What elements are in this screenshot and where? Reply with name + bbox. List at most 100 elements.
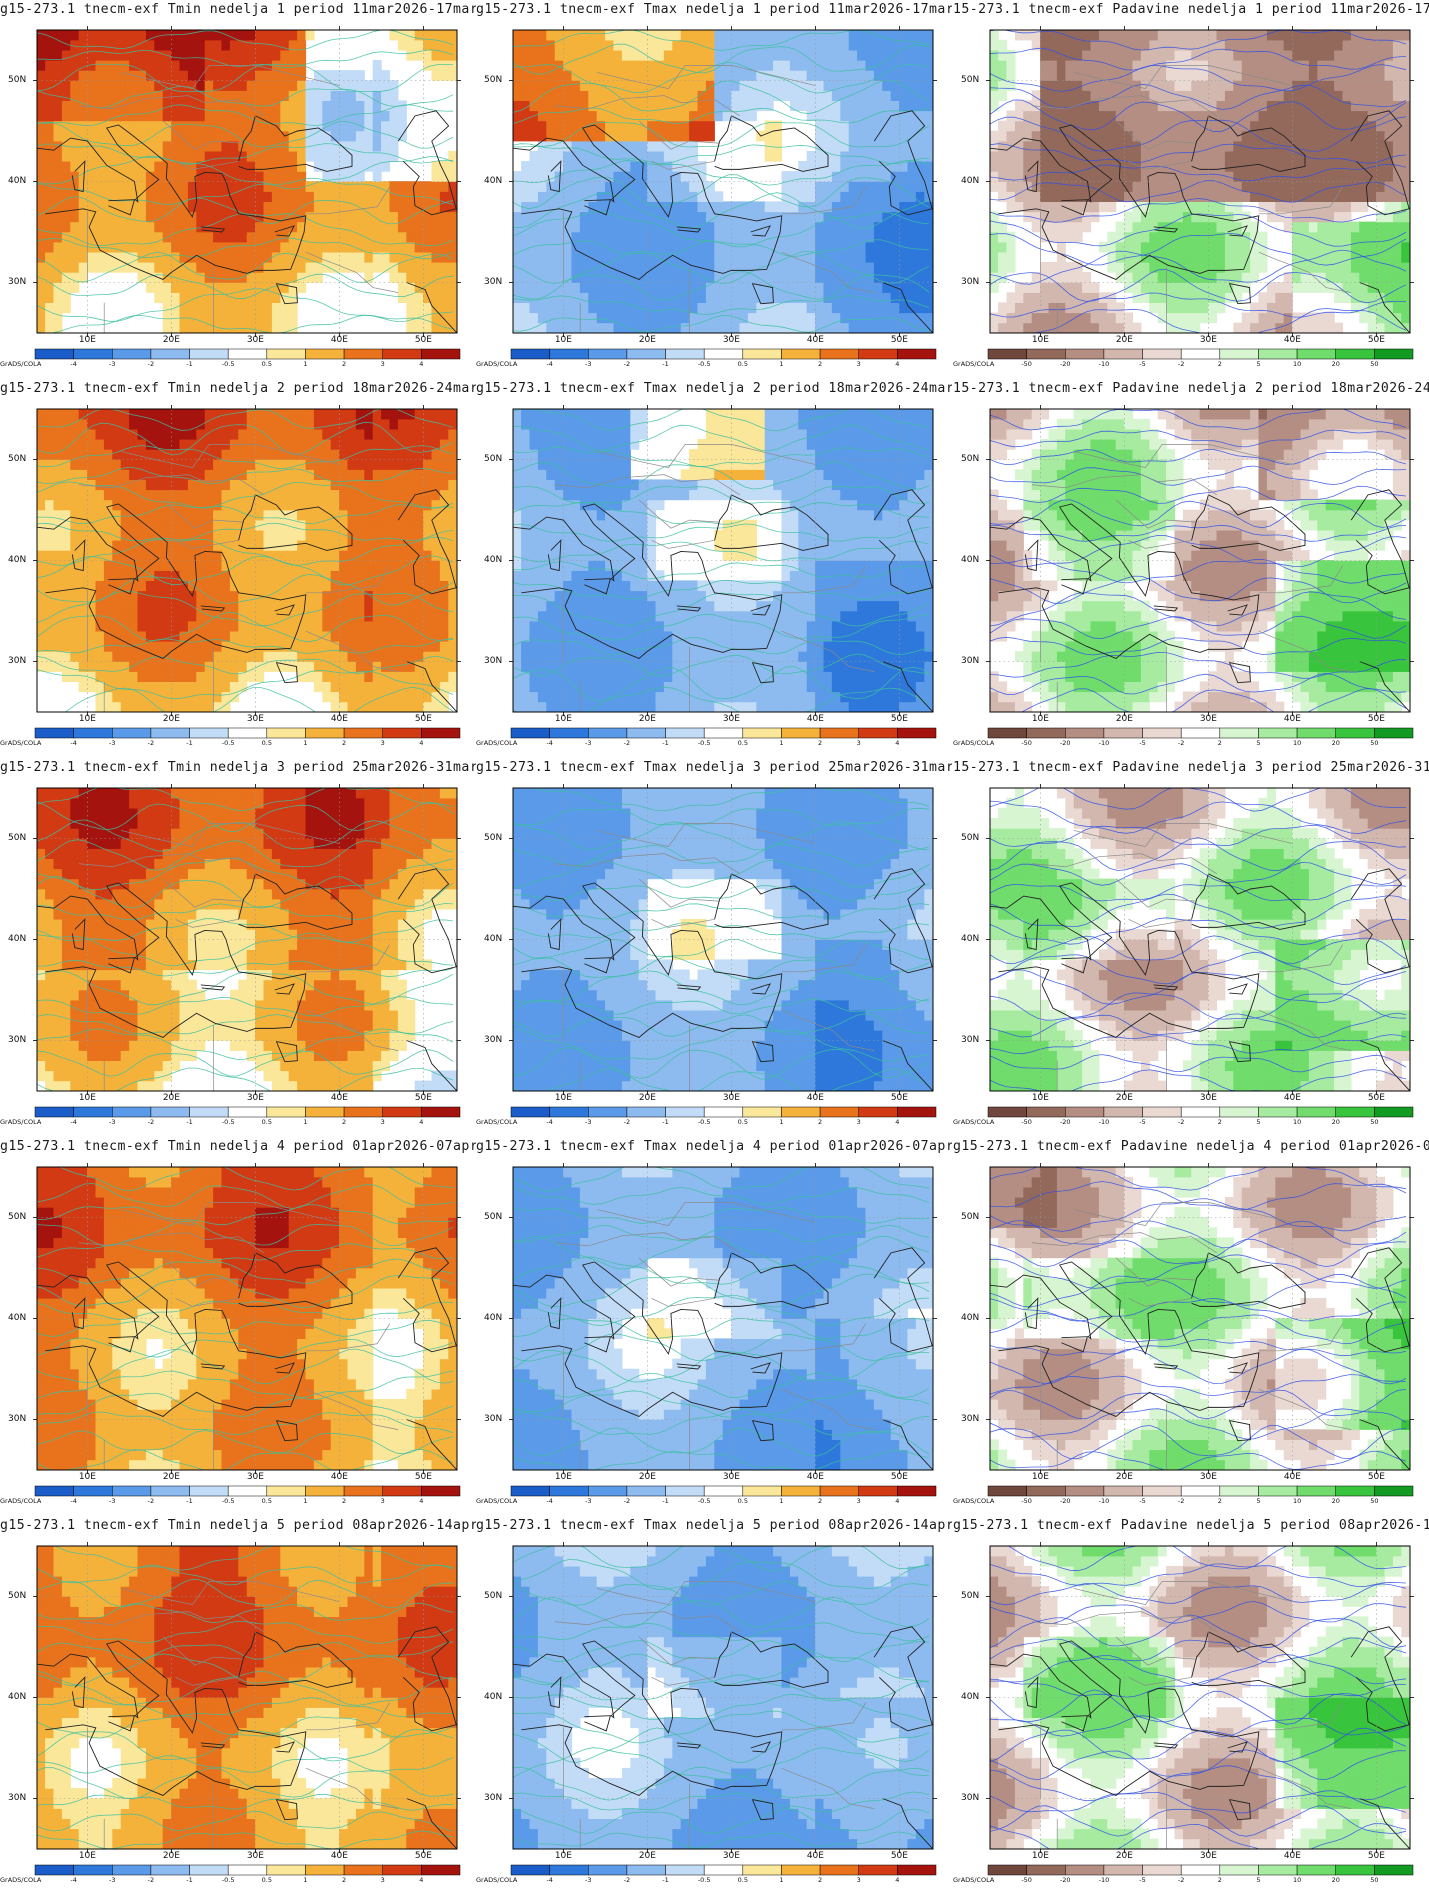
anomaly-cell (171, 49, 181, 61)
anomaly-cell (579, 49, 589, 61)
anomaly-cell (246, 231, 256, 243)
anomaly-cell (756, 39, 766, 51)
anomaly-cell (423, 292, 433, 303)
anomaly-cell (529, 292, 539, 303)
anomaly-cell (162, 60, 172, 71)
anomaly-cell (1098, 171, 1108, 182)
anomaly-cell (70, 651, 80, 662)
anomaly-cell (1384, 130, 1394, 142)
anomaly-cell (798, 322, 808, 333)
anomaly-cell (579, 171, 589, 182)
anomaly-cell (330, 120, 340, 132)
anomaly-cell (313, 610, 323, 622)
anomaly-cell (1350, 90, 1360, 101)
anomaly-cell (1124, 120, 1134, 132)
anomaly-cell (563, 231, 573, 243)
anomaly-cell (145, 262, 155, 273)
anomaly-cell (764, 231, 774, 243)
anomaly-cell (764, 251, 774, 263)
anomaly-cell (95, 681, 105, 693)
anomaly-cell (882, 30, 892, 41)
colorbar-swatch (742, 348, 782, 360)
anomaly-cell (204, 681, 214, 693)
anomaly-cell (330, 140, 340, 152)
anomaly-cell (1090, 201, 1100, 213)
anomaly-cell (78, 241, 88, 253)
anomaly-cell (1376, 282, 1386, 293)
anomaly-cell (1132, 110, 1142, 122)
anomaly-cell (120, 191, 130, 202)
anomaly-cell (764, 292, 774, 303)
anomaly-cell (1367, 272, 1377, 283)
anomaly-cell (513, 49, 522, 61)
anomaly-cell (613, 70, 623, 81)
anomaly-cell (389, 130, 399, 142)
anomaly-cell (145, 70, 155, 81)
lon-label: 10E (548, 335, 578, 345)
anomaly-cell (697, 231, 707, 243)
anomaly-cell (1317, 201, 1327, 213)
anomaly-cell (1241, 322, 1251, 333)
anomaly-cell (823, 251, 833, 263)
anomaly-cell (890, 272, 900, 283)
anomaly-cell (1182, 140, 1192, 152)
anomaly-cell (1325, 130, 1335, 142)
anomaly-cell (1384, 191, 1394, 202)
anomaly-cell (187, 241, 197, 253)
anomaly-cell (1224, 251, 1234, 263)
anomaly-cell (630, 130, 640, 142)
anomaly-cell (1241, 161, 1251, 172)
anomaly-cell (1166, 231, 1176, 243)
anomaly-cell (857, 80, 867, 91)
anomaly-cell (187, 570, 197, 581)
anomaly-cell (45, 110, 55, 122)
anomaly-cell (271, 130, 281, 142)
anomaly-cell (546, 181, 556, 192)
anomaly-cell (37, 211, 46, 223)
anomaly-cell (305, 201, 315, 213)
anomaly-cell (1241, 181, 1251, 192)
anomaly-cell (1048, 262, 1058, 273)
anomaly-cell (179, 322, 189, 333)
anomaly-cell (137, 201, 147, 213)
anomaly-cell (823, 231, 833, 243)
anomaly-cell (1166, 120, 1176, 132)
anomaly-cell (907, 140, 917, 152)
anomaly-cell (162, 80, 172, 91)
anomaly-cell (924, 221, 933, 233)
anomaly-cell (798, 90, 808, 101)
anomaly-cell (187, 671, 197, 682)
anomaly-cell (204, 90, 214, 101)
anomaly-cell (1040, 191, 1050, 202)
anomaly-cell (1166, 262, 1176, 273)
anomaly-cell (1392, 110, 1402, 122)
anomaly-cell (537, 221, 547, 233)
anomaly-cell (95, 691, 105, 703)
anomaly-cell (1166, 100, 1176, 112)
anomaly-cell (154, 620, 164, 632)
anomaly-cell (588, 201, 598, 213)
anomaly-cell (521, 171, 531, 182)
anomaly-cell (1082, 120, 1092, 132)
anomaly-cell (103, 110, 113, 122)
anomaly-cell (171, 90, 181, 101)
anomaly-cell (1199, 262, 1209, 273)
anomaly-cell (722, 292, 732, 303)
anomaly-cell (1174, 30, 1184, 41)
anomaly-cell (781, 241, 791, 253)
anomaly-cell (1031, 120, 1041, 132)
anomaly-cell (1376, 80, 1386, 91)
anomaly-cell (322, 90, 332, 101)
anomaly-cell (613, 262, 623, 273)
anomaly-cell (1275, 150, 1285, 162)
anomaly-cell (322, 211, 332, 223)
anomaly-cell (263, 251, 273, 263)
anomaly-cell (154, 580, 164, 592)
anomaly-cell (613, 30, 623, 41)
colorbar-label: 0.5 (731, 360, 755, 368)
anomaly-cell (397, 560, 407, 571)
anomaly-cell (596, 49, 606, 61)
anomaly-cell (145, 110, 155, 122)
anomaly-cell (1014, 30, 1024, 41)
anomaly-cell (347, 140, 357, 152)
